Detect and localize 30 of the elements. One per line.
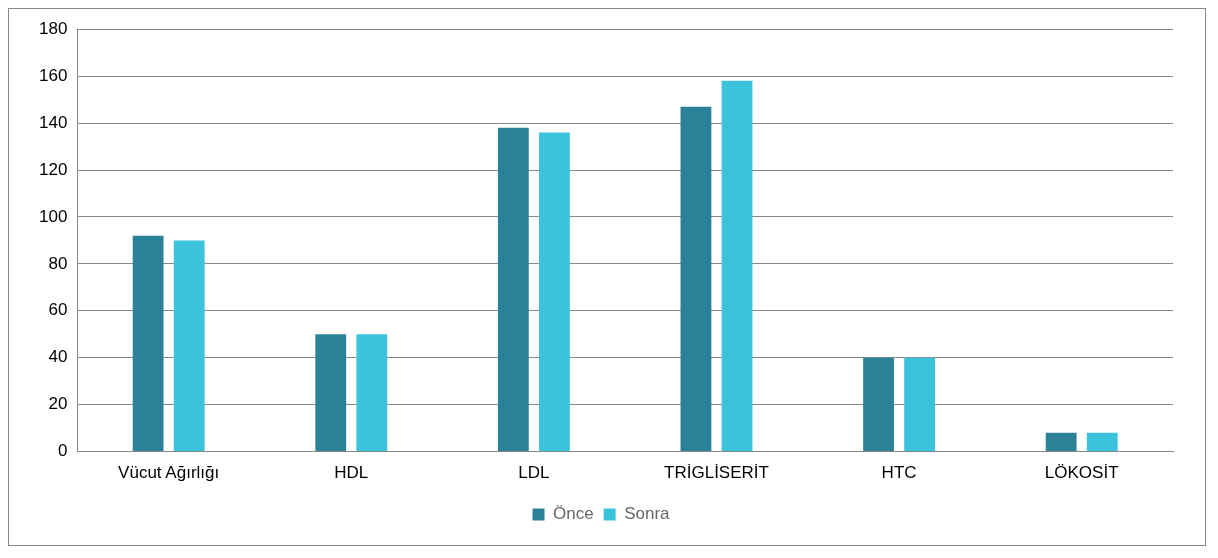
bar bbox=[356, 334, 388, 452]
bar bbox=[680, 106, 712, 452]
legend-label: Sonra bbox=[624, 504, 671, 524]
y-tick-label: 40 bbox=[48, 347, 68, 367]
bar bbox=[132, 235, 164, 452]
x-tick-label: HTC bbox=[881, 463, 917, 483]
y-tick-label: 180 bbox=[38, 18, 68, 38]
legend-label: Önce bbox=[553, 504, 594, 524]
bar bbox=[1086, 432, 1118, 452]
y-tick-label: 120 bbox=[38, 159, 68, 179]
bar bbox=[1045, 432, 1077, 452]
y-tick-label: 80 bbox=[48, 253, 68, 273]
bar bbox=[173, 240, 205, 452]
bar bbox=[315, 334, 347, 452]
y-tick-label: 0 bbox=[57, 441, 68, 461]
bar bbox=[539, 132, 570, 452]
bar bbox=[904, 357, 936, 452]
y-tick-label: 100 bbox=[38, 206, 68, 226]
y-tick-label: 60 bbox=[48, 300, 68, 320]
x-tick-label: TRİGLİSERİT bbox=[664, 463, 769, 483]
x-tick-label: LÖKOSİT bbox=[1044, 463, 1119, 483]
x-tick-label: LDL bbox=[518, 463, 550, 483]
bar bbox=[497, 127, 529, 452]
bar bbox=[721, 80, 753, 452]
y-tick-label: 160 bbox=[38, 65, 68, 85]
y-tick-label: 140 bbox=[38, 112, 68, 132]
x-tick-label: Vücut Ağırlığı bbox=[118, 463, 220, 483]
bar bbox=[863, 357, 894, 452]
x-tick-label: HDL bbox=[334, 463, 369, 483]
y-tick-label: 20 bbox=[48, 394, 68, 414]
